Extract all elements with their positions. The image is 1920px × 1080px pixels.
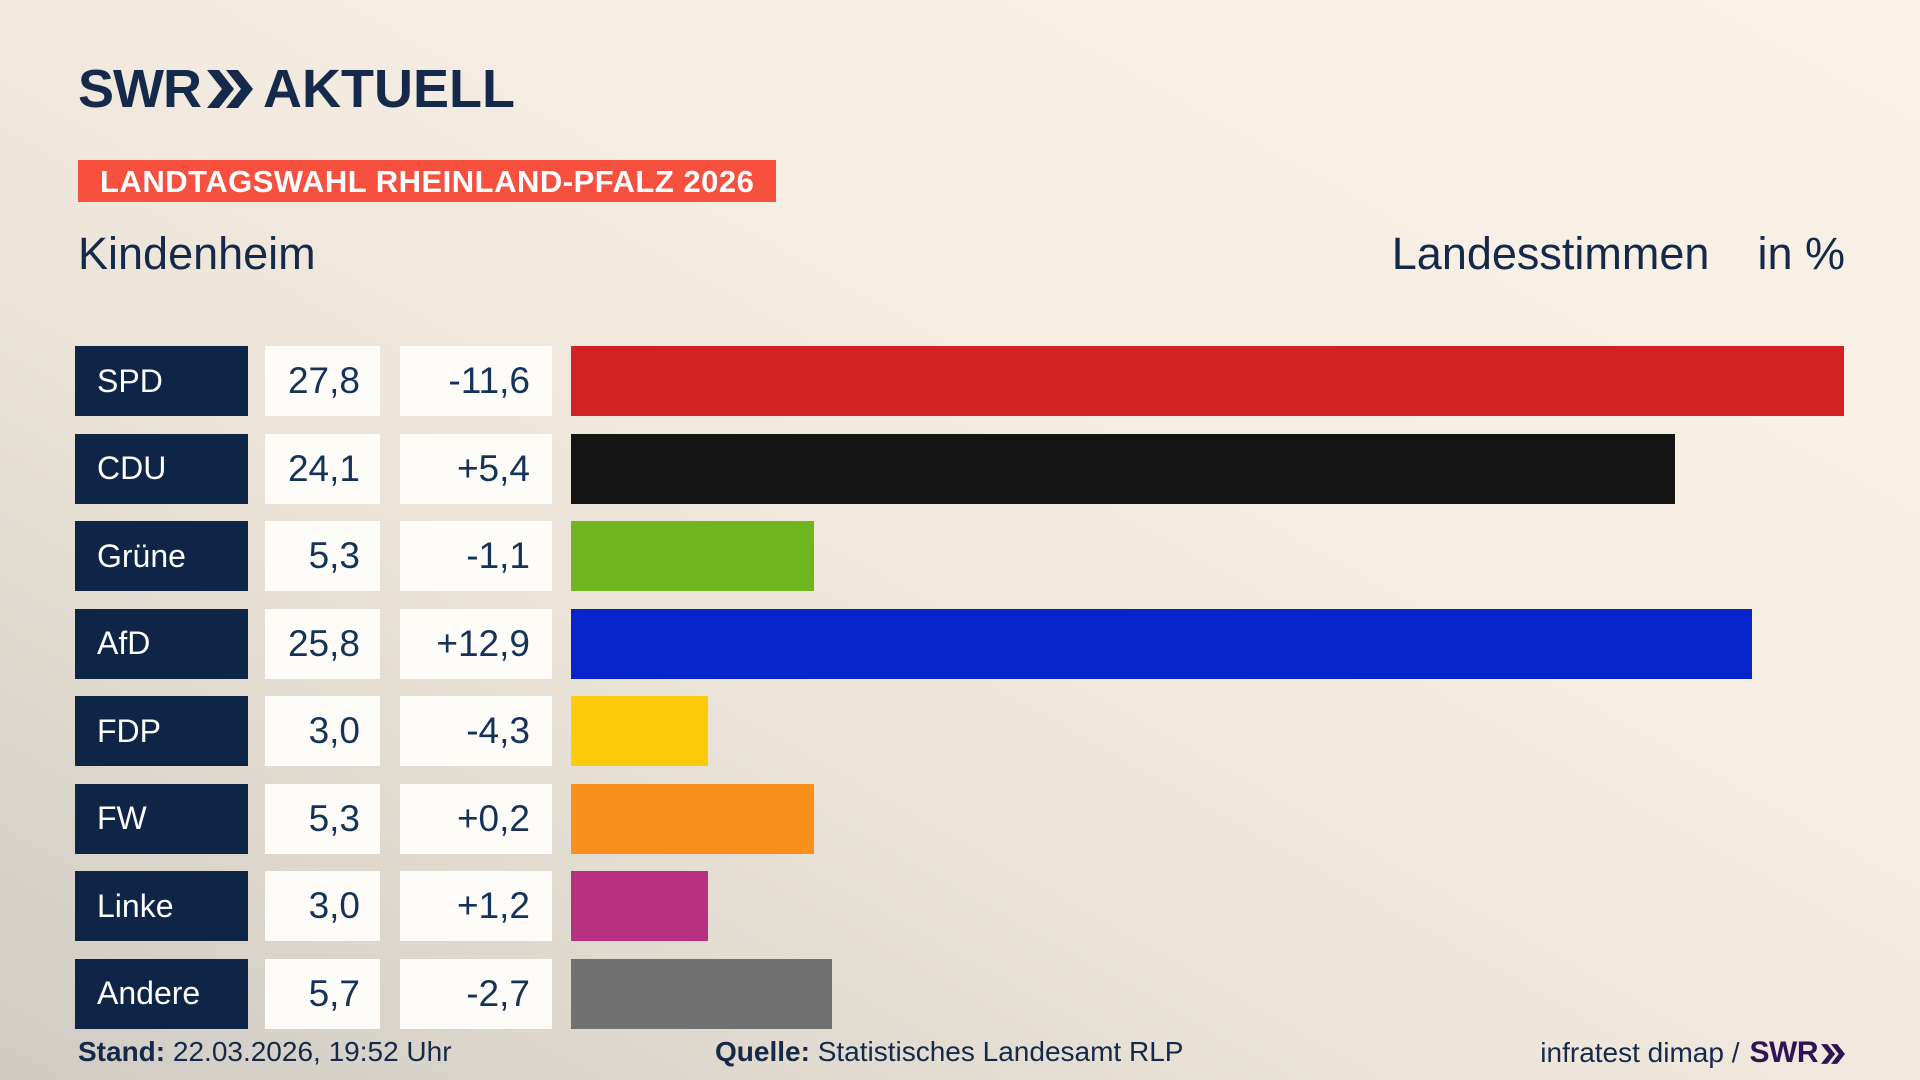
- swr-logo-chevrons-icon: [206, 69, 253, 113]
- result-row: Andere 5,7 -2,7: [75, 958, 1845, 1029]
- region-title: Kindenheim: [78, 228, 316, 279]
- party-name-box: Linke: [75, 871, 248, 941]
- party-bar: [571, 958, 832, 1029]
- party-value: 5,7: [308, 972, 360, 1014]
- party-bar: [571, 433, 1675, 504]
- result-row: FW 5,3 +0,2: [75, 783, 1845, 854]
- result-row: CDU 24,1 +5,4: [75, 433, 1845, 504]
- party-value: 24,1: [287, 447, 360, 489]
- party-change: +5,4: [456, 447, 530, 489]
- aktuell-logo-text: AKTUELL: [262, 59, 515, 119]
- party-value-box: 3,0: [265, 696, 380, 766]
- party-change: +1,2: [456, 885, 530, 926]
- party-change-box: -4,3: [400, 696, 552, 766]
- party-change-box: +0,2: [400, 783, 552, 854]
- party-change-box: +1,2: [400, 871, 552, 941]
- party-name: FW: [97, 800, 147, 836]
- status-timestamp: Stand: 22.03.2026, 19:52 Uhr: [78, 1036, 452, 1068]
- quelle-label: Quelle:: [715, 1036, 810, 1067]
- result-row: Linke 3,0 +1,2: [75, 871, 1845, 941]
- party-bar: [571, 696, 709, 766]
- party-name-box: SPD: [75, 346, 248, 416]
- party-value: 25,8: [287, 622, 360, 664]
- party-value: 3,0: [308, 885, 360, 926]
- party-name-box: Grüne: [75, 521, 248, 591]
- party-bar: [571, 783, 814, 854]
- result-row: SPD 27,8 -11,6: [75, 346, 1845, 416]
- footer: Stand: 22.03.2026, 19:52 Uhr Quelle: Sta…: [0, 1030, 1920, 1074]
- party-value-box: 24,1: [265, 433, 380, 504]
- unit-label: in %: [1757, 228, 1845, 279]
- party-change: -4,3: [466, 710, 530, 751]
- party-bar: [571, 871, 709, 941]
- result-row: AfD 25,8 +12,9: [75, 608, 1845, 679]
- party-value: 3,0: [308, 710, 360, 751]
- party-name: CDU: [97, 450, 167, 486]
- credit-swr-logo: SWR: [1749, 1036, 1845, 1070]
- swr-aktuell-logo: SWR AKTUELL: [78, 62, 515, 116]
- party-name-box: FDP: [75, 696, 248, 766]
- election-banner-label: LANDTAGSWAHL RHEINLAND-PFALZ 2026: [100, 163, 755, 199]
- party-name-box: Andere: [75, 958, 248, 1029]
- party-name: Grüne: [97, 537, 186, 574]
- party-value-box: 5,7: [265, 958, 380, 1029]
- results-rows: SPD 27,8 -11,6 CDU 24,1 +5,4 Grüne 5,3 -…: [75, 346, 1845, 1046]
- party-change-box: +5,4: [400, 433, 552, 504]
- credit-swr-text: SWR: [1749, 1036, 1819, 1069]
- credit-text: infratest dimap /: [1540, 1037, 1740, 1068]
- party-name-box: CDU: [75, 433, 248, 504]
- party-bar: [571, 608, 1753, 679]
- party-value-box: 5,3: [265, 521, 380, 591]
- party-change: -2,7: [466, 972, 530, 1014]
- party-change: +12,9: [436, 622, 530, 664]
- stand-value: 22.03.2026, 19:52 Uhr: [172, 1036, 452, 1067]
- party-change-box: -11,6: [400, 346, 552, 416]
- party-change-box: -1,1: [400, 521, 552, 591]
- result-row: Grüne 5,3 -1,1: [75, 521, 1845, 591]
- party-bar: [571, 346, 1844, 416]
- party-name: Linke: [97, 887, 174, 924]
- party-name: SPD: [97, 362, 163, 399]
- party-name: AfD: [97, 625, 151, 661]
- party-bar: [571, 521, 814, 591]
- party-name-box: AfD: [75, 608, 248, 679]
- measure-title: Landesstimmen in %: [1392, 228, 1845, 280]
- result-row: FDP 3,0 -4,3: [75, 696, 1845, 766]
- party-value: 27,8: [287, 360, 360, 401]
- quelle-value: Statistisches Landesamt RLP: [817, 1036, 1184, 1067]
- credit-swr-chevrons-icon: [1821, 1044, 1845, 1064]
- party-name: FDP: [97, 712, 161, 749]
- party-change: -1,1: [466, 535, 530, 576]
- party-value-box: 3,0: [265, 871, 380, 941]
- stand-label: Stand:: [78, 1036, 166, 1067]
- party-name: Andere: [97, 975, 201, 1011]
- source-note: Quelle: Statistisches Landesamt RLP: [715, 1036, 1183, 1068]
- party-change: +0,2: [456, 797, 530, 839]
- credit-note: infratest dimap / SWR: [1540, 1036, 1845, 1070]
- party-value: 5,3: [308, 535, 360, 576]
- election-banner: LANDTAGSWAHL RHEINLAND-PFALZ 2026: [78, 160, 777, 202]
- party-change-box: -2,7: [400, 958, 552, 1029]
- swr-logo-text: SWR: [78, 59, 202, 119]
- party-value-box: 25,8: [265, 608, 380, 679]
- party-value-box: 5,3: [265, 783, 380, 854]
- party-change: -11,6: [448, 360, 530, 401]
- party-value-box: 27,8: [265, 346, 380, 416]
- party-name-box: FW: [75, 783, 248, 854]
- party-change-box: +12,9: [400, 608, 552, 679]
- party-value: 5,3: [308, 797, 360, 839]
- measure-label: Landesstimmen: [1391, 228, 1710, 279]
